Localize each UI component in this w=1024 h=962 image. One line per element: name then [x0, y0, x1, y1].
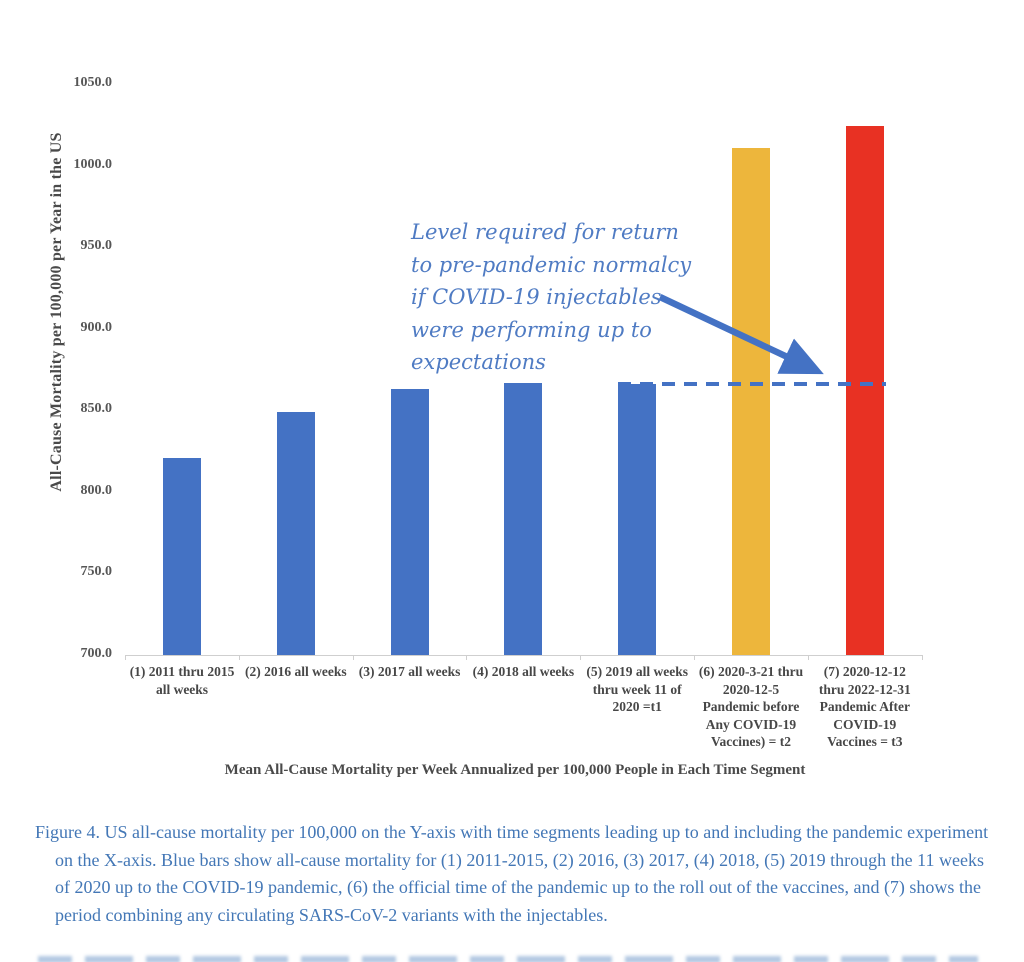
y-tick-label: 950.0: [80, 238, 113, 254]
y-tick-label: 750.0: [80, 564, 113, 580]
annotation-text: Level required for return to pre-pandemic…: [411, 216, 721, 379]
x-axis-line: [125, 655, 922, 656]
y-tick-label: 850.0: [80, 401, 113, 417]
axis-tick: [352, 655, 354, 660]
bar-2: [276, 411, 315, 655]
x-label-1: (1) 2011 thru 2015 all weeks: [129, 664, 235, 697]
x-axis-title: Mean All-Cause Mortality per Week Annual…: [224, 762, 806, 778]
x-label-3: (3) 2017 all weeks: [358, 664, 461, 679]
y-tick-label: 900.0: [80, 319, 113, 335]
annotation-line: expectations: [411, 350, 546, 374]
annotation-line: Level required for return: [411, 220, 679, 244]
axis-tick: [921, 655, 923, 660]
y-tick-label: 1000.0: [73, 156, 113, 172]
cutoff-next-text-line: [38, 956, 978, 962]
figure-caption: Figure 4. US all-cause mortality per 100…: [35, 822, 989, 925]
annotation-line: were performing up to: [411, 317, 652, 342]
annotation-line: if COVID-19 injectables: [411, 285, 662, 309]
annotation-line: to pre-pandemic normalcy: [411, 252, 692, 277]
axis-tick: [694, 655, 695, 660]
bar-3: [390, 389, 429, 655]
y-tick-label: 700.0: [80, 646, 113, 661]
x-label-7: (7) 2020-12-12 thru 2022-12-31 Pandemic Af…: [818, 664, 911, 749]
dashed-target-line: [618, 382, 886, 387]
axis-tick: [580, 655, 582, 660]
axis-tick: [238, 655, 240, 660]
bar-6: [732, 147, 770, 655]
bar-5: [618, 384, 657, 655]
bar-4: [504, 382, 543, 655]
y-tick-label: 1050.0: [73, 75, 113, 90]
x-label-4: (4) 2018 all weeks: [472, 664, 575, 679]
x-label-6: (6) 2020-3-21 thru 2020-12-5 Pandemic befo…: [698, 664, 804, 749]
axis-tick: [807, 655, 809, 660]
axis-tick: [466, 655, 468, 660]
bar-1: [163, 457, 201, 655]
axis-tick: [125, 655, 126, 660]
x-label-2: (2) 2016 all weeks: [244, 664, 347, 679]
bar-7: [845, 126, 884, 655]
x-label-5: (5) 2019 all weeks thru week 11 of 2020 =t…: [586, 664, 688, 714]
y-axis-title: All-Cause Mortality per 100,000 per Year…: [48, 132, 65, 492]
y-tick-label: 800.0: [80, 482, 113, 498]
